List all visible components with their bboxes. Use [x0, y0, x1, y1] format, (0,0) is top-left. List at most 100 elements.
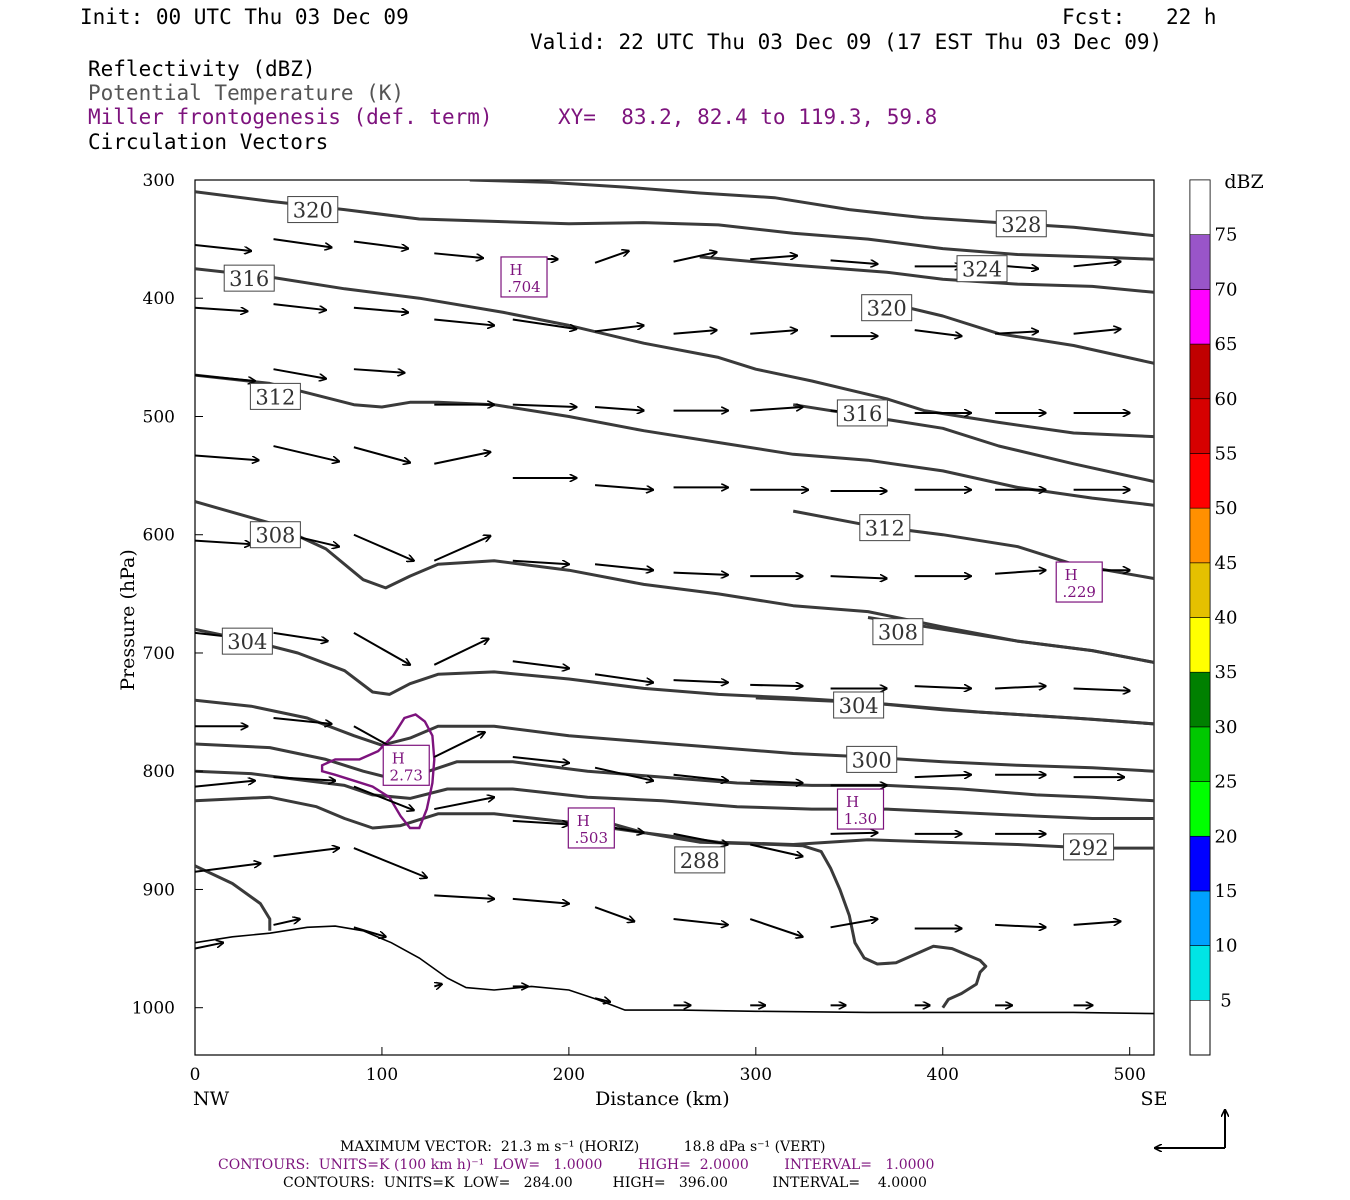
theta-contour-label: 324 — [962, 258, 1002, 282]
circulation-vector — [434, 252, 483, 258]
frontogenesis-max-box — [1055, 561, 1103, 603]
theta-contour-label: 308 — [255, 524, 295, 548]
colorbar-swatch — [1189, 343, 1211, 400]
circulation-vector — [434, 894, 494, 899]
circulation-vector — [995, 570, 1045, 575]
x-tick-label: 300 — [740, 1065, 772, 1085]
valid-time: Valid: 22 UTC Thu 03 Dec 09 (17 EST Thu … — [530, 30, 1163, 54]
colorbar-swatch — [1189, 179, 1211, 235]
circulation-vector — [995, 331, 1038, 333]
theta-contour-line — [195, 267, 1154, 439]
theta-label-box — [846, 745, 898, 773]
plot-frame — [194, 179, 1155, 1056]
circulation-vector — [512, 405, 577, 407]
circulation-vector — [749, 843, 802, 857]
colorbar-level-label: 5 — [1220, 990, 1231, 1011]
circulation-vector — [750, 256, 797, 261]
nw-end-label: NW — [193, 1088, 230, 1110]
y-tick-label: 300 — [143, 171, 175, 191]
circulation-vector — [1073, 688, 1130, 690]
frontogenesis-max-marker: H — [846, 793, 859, 811]
y-tick-label: 400 — [143, 289, 175, 309]
circulation-vector — [995, 925, 1045, 927]
forecast-hours: 22 h — [1166, 5, 1217, 29]
circulation-vector — [353, 632, 410, 665]
theta-contour-line — [195, 742, 1154, 803]
circulation-vector — [512, 660, 569, 668]
colorbar-swatch — [1189, 890, 1211, 946]
theta-label-box — [223, 264, 275, 292]
circulation-vector — [914, 329, 962, 336]
colorbar-swatch — [1189, 507, 1211, 564]
circulation-vector — [512, 318, 577, 329]
circulation-vector — [594, 673, 653, 682]
circulation-vector — [594, 998, 610, 1002]
circulation-vector — [594, 251, 629, 264]
frontogenesis-max-box — [567, 807, 615, 849]
circulation-vector — [914, 686, 971, 688]
circulation-vector — [1073, 921, 1121, 926]
terrain-surface-line — [195, 925, 1154, 1015]
colorbar-level-label: 10 — [1215, 936, 1238, 957]
maximum-vector-info: MAXIMUM VECTOR: 21.3 m s⁻¹ (HORIZ) 18.8 … — [340, 1139, 826, 1155]
circulation-vector — [353, 926, 386, 936]
colorbar-swatch — [1189, 453, 1211, 509]
reference-vector-icon — [1155, 1110, 1225, 1148]
colorbar-swatch — [1189, 398, 1211, 454]
circulation-vector — [512, 819, 569, 825]
colorbar-level-label: 35 — [1215, 662, 1238, 683]
forecast-label: Fcst: — [1062, 5, 1126, 29]
circulation-vector — [1073, 329, 1121, 335]
circulation-vector — [195, 244, 251, 251]
circulation-vector — [273, 238, 332, 247]
circulation-vector — [434, 984, 441, 986]
y-tick-label: 900 — [143, 880, 175, 900]
colorbar-swatch — [1189, 289, 1211, 345]
circulation-vector — [594, 906, 634, 921]
theta-contour-label: 308 — [878, 621, 918, 645]
circulation-vector — [594, 484, 653, 490]
theta-label-box — [833, 691, 885, 719]
circulation-vector — [594, 406, 644, 411]
theta-label-box — [836, 399, 888, 427]
circulation-vector — [273, 919, 300, 926]
y-tick-label: 1000 — [132, 999, 175, 1019]
x-tick-label: 500 — [1113, 1065, 1145, 1085]
circulation-vector — [434, 452, 490, 465]
theta-contour-line — [195, 627, 1154, 726]
circulation-vector — [195, 863, 260, 873]
frontogenesis-contour-info: CONTOURS: UNITS=K (100 km h)⁻¹ LOW= 1.00… — [218, 1157, 935, 1173]
colorbar-level-label: 20 — [1215, 826, 1238, 847]
circulation-vector — [195, 781, 255, 788]
colorbar-swatch — [1189, 617, 1211, 673]
x-tick-label: 200 — [553, 1065, 585, 1085]
colorbar-swatch — [1189, 671, 1211, 728]
colorbar-unit: dBZ — [1224, 171, 1263, 193]
x-axis-title: Distance (km) — [595, 1088, 730, 1110]
colorbar-swatch — [1189, 835, 1211, 892]
theta-contour-label: 288 — [680, 849, 720, 873]
colorbar-swatch — [1189, 726, 1211, 782]
theta-contour-label: 300 — [852, 748, 892, 772]
theta-contour-line — [469, 180, 1154, 238]
circulation-vector — [673, 773, 728, 781]
colorbar-swatch — [1189, 945, 1211, 1001]
theta-contour-line — [195, 190, 1154, 261]
theta-label-box — [872, 618, 924, 646]
frontogenesis-max-marker: H — [1065, 566, 1078, 584]
circulation-vector — [995, 686, 1045, 688]
x-tick-label: 0 — [190, 1065, 201, 1085]
colorbar-swatch — [1189, 234, 1211, 290]
colorbar-level-label: 45 — [1215, 553, 1238, 574]
theta-label-box — [995, 210, 1047, 238]
circulation-vector — [750, 407, 802, 412]
init-time: Init: 00 UTC Thu 03 Dec 09 — [80, 5, 409, 29]
colorbar-swatch — [1189, 781, 1211, 837]
circulation-vector — [353, 847, 427, 878]
colorbar-level-label: 40 — [1215, 608, 1238, 629]
y-tick-label: 800 — [143, 762, 175, 782]
circulation-vector — [195, 306, 247, 312]
colorbar-level-label: 75 — [1215, 225, 1238, 246]
circulation-vector — [673, 573, 728, 575]
